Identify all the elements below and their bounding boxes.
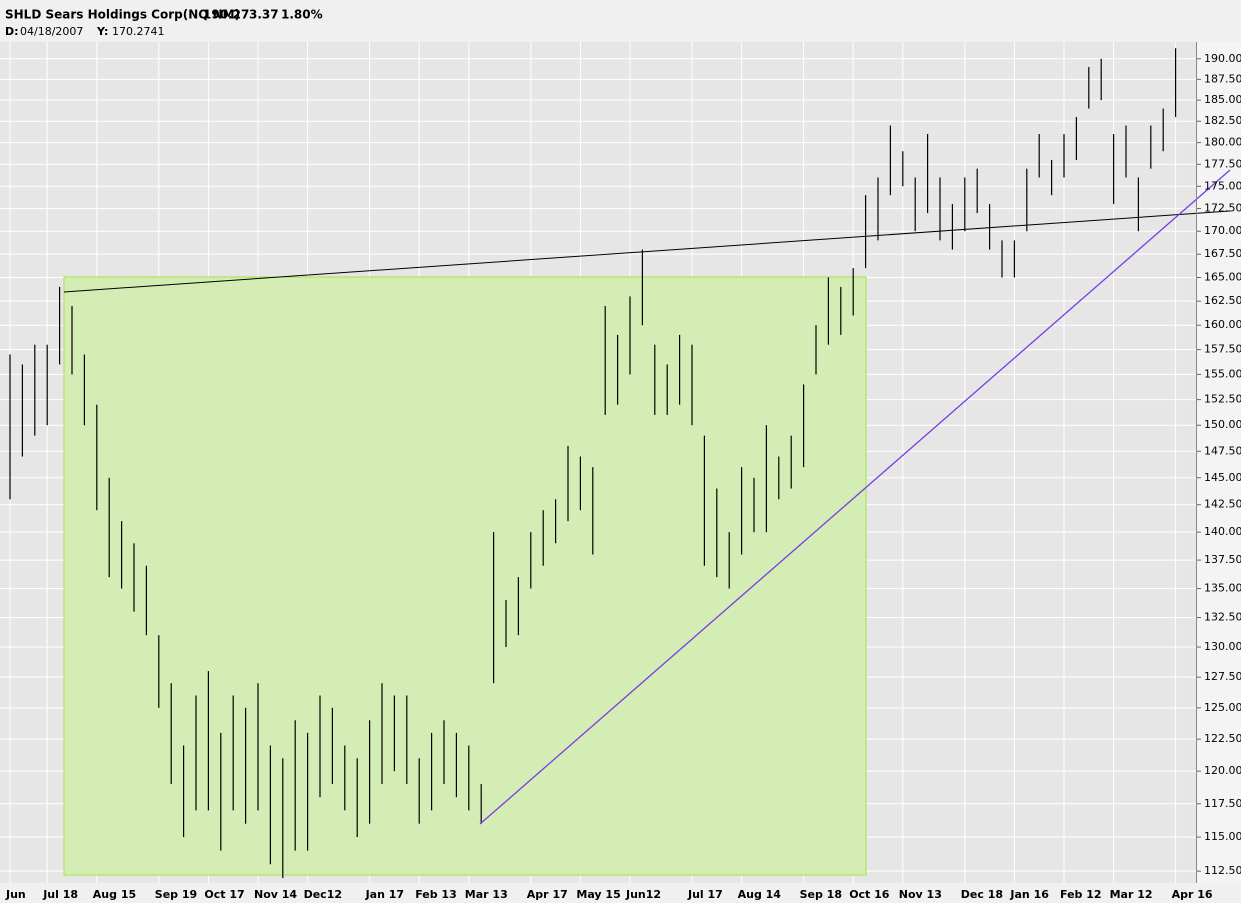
x-tick-label: Jun12: [625, 888, 661, 901]
x-tick-label: Feb 12: [1060, 888, 1102, 901]
y-tick-label: 172.50: [1204, 202, 1241, 215]
x-tick-label: Oct 17: [204, 888, 244, 901]
y-tick-label: 162.50: [1204, 294, 1241, 307]
axes: 112.50 115.00 117.50 120.00 122.50 125.00 127.…: [5, 52, 1241, 901]
y-tick-label: 137.50: [1204, 553, 1241, 566]
x-tick-label: Sep 19: [155, 888, 197, 901]
trendline: [63, 210, 1231, 293]
change-percent: 1.80%: [281, 8, 323, 22]
y-tick-label: 112.50: [1204, 864, 1241, 877]
y-tick-label: 187.50: [1204, 72, 1241, 85]
y-tick-label: 127.50: [1204, 670, 1241, 683]
y-tick-label: 115.00: [1204, 830, 1241, 843]
x-tick-label: Jul 18: [42, 888, 78, 901]
x-tick-label: Jul 17: [687, 888, 723, 901]
chart-title: SHLD Sears Holdings Corp(NQ NM): [5, 8, 240, 22]
drawings: [63, 276, 867, 876]
x-tick-label: Dec12: [304, 888, 342, 901]
y-tick-label: 177.50: [1204, 157, 1241, 170]
cursor-date-label: D:: [5, 25, 19, 38]
x-tick-label: Jan 16: [1009, 888, 1049, 901]
y-tick-label: 170.00: [1204, 224, 1241, 237]
x-tick-label: Aug 14: [738, 888, 782, 901]
x-tick-label: Jun: [5, 888, 26, 901]
x-tick-label: Nov 14: [254, 888, 297, 901]
x-tick-label: Sep 18: [800, 888, 842, 901]
y-tick-label: 120.00: [1204, 764, 1241, 777]
x-tick-label: Apr 16: [1172, 888, 1213, 901]
y-tick-label: 180.00: [1204, 136, 1241, 149]
last-price: 190.27: [203, 8, 249, 22]
x-tick-label: Apr 17: [527, 888, 568, 901]
y-tick-label: 145.00: [1204, 471, 1241, 484]
x-tick-label: Mar 12: [1110, 888, 1153, 901]
y-tick-label: 125.00: [1204, 701, 1241, 714]
y-tick-label: 130.00: [1204, 640, 1241, 653]
y-tick-label: 132.50: [1204, 611, 1241, 624]
y-tick-label: 152.50: [1204, 393, 1241, 406]
bars: [9, 48, 1177, 879]
y-tick-label: 117.50: [1204, 797, 1241, 810]
y-tick-label: 140.00: [1204, 525, 1241, 538]
x-tick-label: May 15: [576, 888, 620, 901]
y-tick-label: 160.00: [1204, 318, 1241, 331]
y-tick-label: 142.50: [1204, 498, 1241, 511]
y-tick-label: 157.50: [1204, 343, 1241, 356]
y-tick-label: 185.00: [1204, 93, 1241, 106]
highlight-box: [63, 276, 867, 876]
y-axis-area: [1197, 42, 1241, 883]
y-tick-label: 182.50: [1204, 114, 1241, 127]
change: 3.37: [249, 8, 279, 22]
y-tick-label: 150.00: [1204, 418, 1241, 431]
cursor-value: 170.2741: [112, 25, 165, 38]
y-tick-label: 167.50: [1204, 247, 1241, 260]
x-tick-label: Nov 13: [899, 888, 942, 901]
trendlines: [63, 169, 1231, 825]
x-tick-label: Feb 13: [415, 888, 457, 901]
y-tick-label: 147.50: [1204, 444, 1241, 457]
y-tick-label: 190.00: [1204, 52, 1241, 65]
y-tick-label: 175.00: [1204, 179, 1241, 192]
x-tick-label: Aug 15: [93, 888, 136, 901]
y-tick-label: 135.00: [1204, 582, 1241, 595]
x-tick-label: Mar 13: [465, 888, 508, 901]
x-tick-label: Dec 18: [961, 888, 1003, 901]
cursor-date: 04/18/2007: [20, 25, 83, 38]
x-tick-label: Oct 16: [849, 888, 890, 901]
y-tick-label: 122.50: [1204, 732, 1241, 745]
trendline: [479, 169, 1231, 825]
y-tick-label: 155.00: [1204, 367, 1241, 380]
cursor-value-label: Y:: [96, 25, 108, 38]
y-tick-label: 165.00: [1204, 270, 1241, 283]
x-tick-label: Jan 17: [365, 888, 404, 901]
